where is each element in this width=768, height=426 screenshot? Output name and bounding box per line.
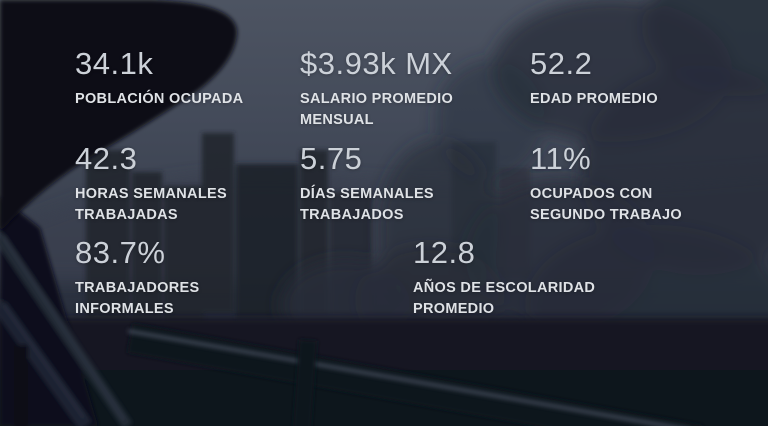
metric-value: $3.93k MX xyxy=(300,46,453,81)
metric-label: DÍAS SEMANALES TRABAJADOS xyxy=(300,185,434,224)
metric-value: 34.1k xyxy=(75,46,154,81)
metric-value: 5.75 xyxy=(300,141,363,176)
roof-silhouette xyxy=(0,0,237,232)
metric-label: SALARIO PROMEDIO MENSUAL xyxy=(300,90,454,129)
balcony-handrail xyxy=(127,323,703,426)
metric-value: 12.8 xyxy=(413,235,476,270)
metric-value: 42.3 xyxy=(75,141,138,176)
metric-trabajadores-informales: 83.7% TRABAJADORES INFORMALES xyxy=(75,235,247,321)
metric-value: 83.7% xyxy=(75,235,166,270)
metric-label: HORAS SEMANALES TRABAJADAS xyxy=(75,185,227,224)
metric-value: 52.2 xyxy=(530,46,593,81)
metric-horas-semanales-trabajadas: 42.3 HORAS SEMANALES TRABAJADAS xyxy=(75,141,247,227)
metric-value: 11% xyxy=(530,141,592,176)
metric-label: POBLACIÓN OCUPADA xyxy=(75,90,244,107)
metric-label: OCUPADOS CON SEGUNDO TRABAJO xyxy=(530,185,682,224)
metric-anos-de-escolaridad-promedio: 12.8 AÑOS DE ESCOLARIDAD PROMEDIO xyxy=(413,235,623,321)
metric-salario-promedio-mensual: $3.93k MX SALARIO PROMEDIO MENSUAL xyxy=(300,46,475,132)
metric-label: AÑOS DE ESCOLARIDAD PROMEDIO xyxy=(413,279,596,318)
metric-dias-semanales-trabajados: 5.75 DÍAS SEMANALES TRABAJADOS xyxy=(300,141,468,227)
metric-label: TRABAJADORES INFORMALES xyxy=(75,279,200,318)
metric-poblacion-ocupada: 34.1k POBLACIÓN OCUPADA xyxy=(75,46,243,110)
metric-edad-promedio: 52.2 EDAD PROMEDIO xyxy=(530,46,658,110)
metric-label: EDAD PROMEDIO xyxy=(530,90,658,107)
metric-ocupados-con-segundo-trabajo: 11% OCUPADOS CON SEGUNDO TRABAJO xyxy=(530,141,698,227)
balcony-railing-left xyxy=(0,196,133,426)
